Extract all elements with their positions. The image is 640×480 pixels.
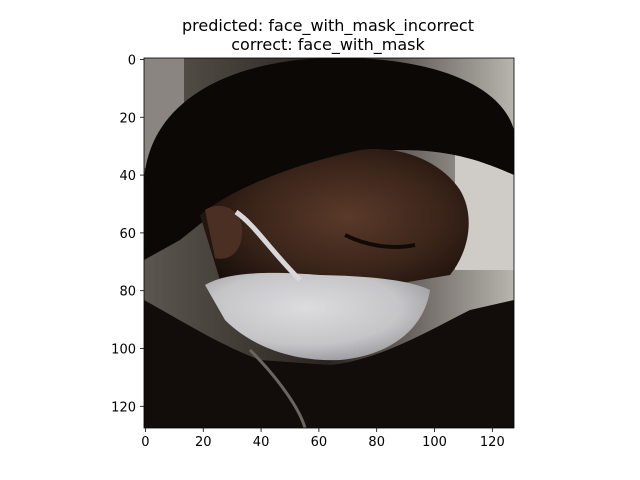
x-tick-120: 120 xyxy=(480,428,505,450)
x-tick-label: 60 xyxy=(311,435,328,450)
axes-frame xyxy=(143,57,515,429)
x-tick-label: 40 xyxy=(253,435,270,450)
x-tick-60: 60 xyxy=(311,428,328,450)
plot-title-correct: correct: face_with_mask xyxy=(231,35,425,54)
x-tick-label: 120 xyxy=(480,435,505,450)
x-tick-label: 80 xyxy=(368,435,385,450)
x-tick-label: 20 xyxy=(195,435,212,450)
y-axis-ticks: 0 20 40 60 80 100 120 xyxy=(111,53,144,415)
y-tick-label: 80 xyxy=(119,285,136,300)
y-tick-label: 40 xyxy=(119,169,136,184)
y-tick-100: 100 xyxy=(111,343,144,358)
plot-title-predicted: predicted: face_with_mask_incorrect xyxy=(182,16,474,35)
y-tick-label: 0 xyxy=(128,53,136,68)
x-tick-100: 100 xyxy=(422,428,447,450)
x-tick-label: 100 xyxy=(422,435,447,450)
x-axis-ticks: 0 20 40 60 80 100 120 xyxy=(141,428,505,450)
x-tick-0: 0 xyxy=(141,428,150,450)
y-tick-20: 20 xyxy=(119,111,144,126)
x-tick-label: 0 xyxy=(141,435,149,450)
y-tick-label: 120 xyxy=(111,400,136,415)
y-tick-label: 100 xyxy=(111,343,136,358)
y-tick-120: 120 xyxy=(111,400,144,415)
x-tick-40: 40 xyxy=(253,428,270,450)
x-tick-20: 20 xyxy=(195,428,212,450)
y-tick-40: 40 xyxy=(119,169,144,184)
y-tick-0: 0 xyxy=(128,53,144,68)
photo-image xyxy=(144,58,514,428)
x-tick-80: 80 xyxy=(368,428,385,450)
y-tick-label: 20 xyxy=(119,111,136,126)
y-tick-label: 60 xyxy=(119,227,136,242)
y-tick-80: 80 xyxy=(119,285,144,300)
y-tick-60: 60 xyxy=(119,227,144,242)
